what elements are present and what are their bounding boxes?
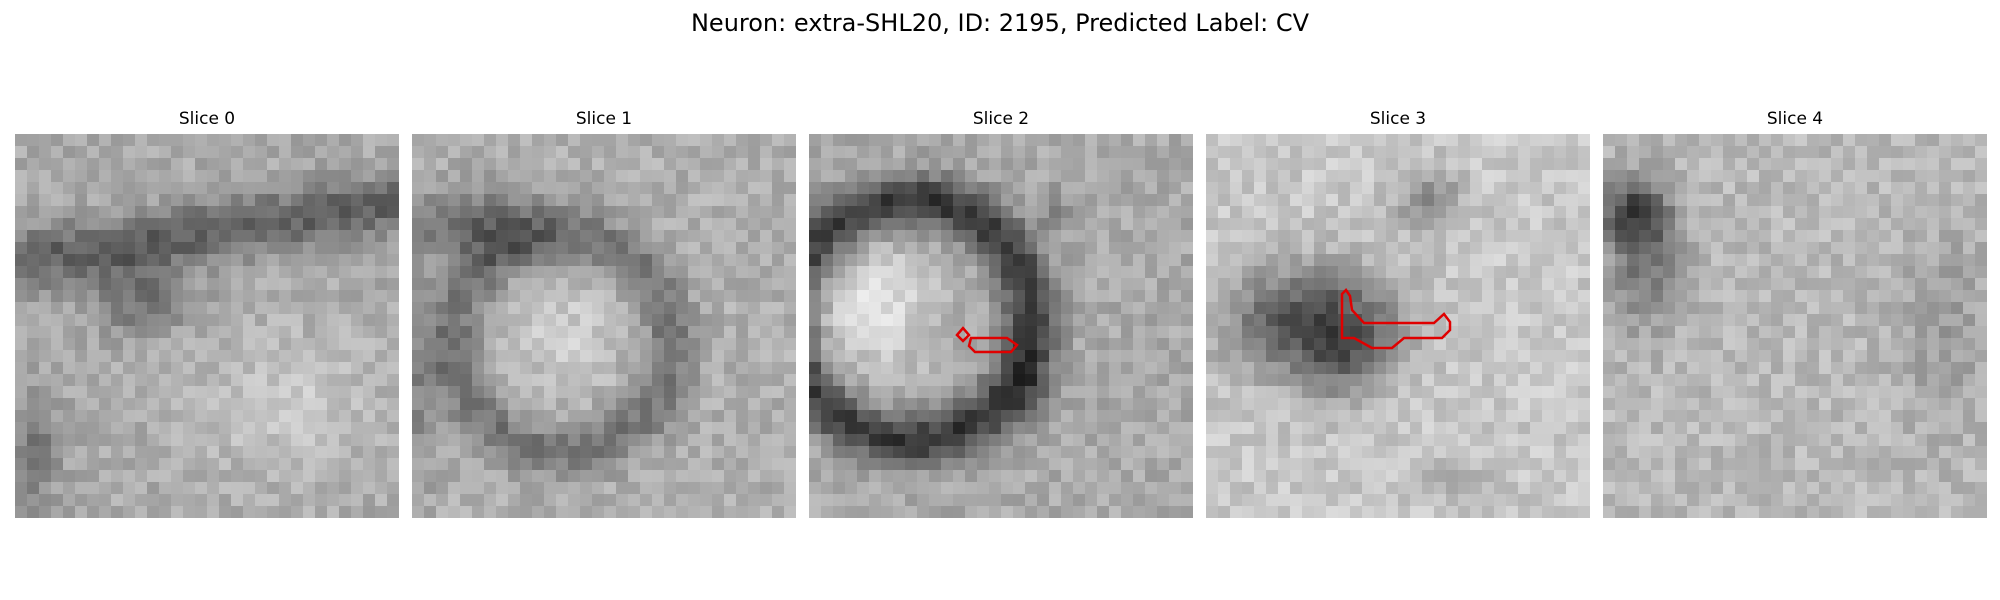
slice-title: Slice 3 — [1369, 109, 1427, 129]
slice-image-3 — [1206, 134, 1590, 518]
contour-main — [1340, 288, 1452, 350]
slice-title: Slice 4 — [1766, 109, 1824, 129]
slice-panel-1: Slice 1 — [412, 108, 796, 518]
segmentation-contour-overlay — [955, 326, 1019, 354]
slice-panel-4: Slice 4 — [1603, 108, 1987, 518]
slice-image-0 — [15, 134, 399, 518]
slice-image-canvas — [809, 134, 1193, 518]
slice-panel-3: Slice 3 — [1206, 108, 1590, 518]
slice-image-1 — [412, 134, 796, 518]
slice-panel-0: Slice 0 — [15, 108, 399, 518]
slice-image-2 — [809, 134, 1193, 518]
slice-title: Slice 1 — [575, 109, 633, 129]
slice-title: Slice 2 — [972, 109, 1030, 129]
slice-image-canvas — [1603, 134, 1987, 518]
segmentation-contour-overlay — [1340, 288, 1452, 350]
contour-small — [955, 326, 971, 343]
slice-title: Slice 0 — [178, 109, 236, 129]
slice-panel-2: Slice 2 — [809, 108, 1193, 518]
slice-image-canvas — [15, 134, 399, 518]
slice-image-canvas — [412, 134, 796, 518]
slice-image-4 — [1603, 134, 1987, 518]
figure-title: Neuron: extra-SHL20, ID: 2195, Predicted… — [690, 9, 1310, 37]
slice-image-canvas — [1206, 134, 1590, 518]
contour-main — [967, 336, 1019, 354]
